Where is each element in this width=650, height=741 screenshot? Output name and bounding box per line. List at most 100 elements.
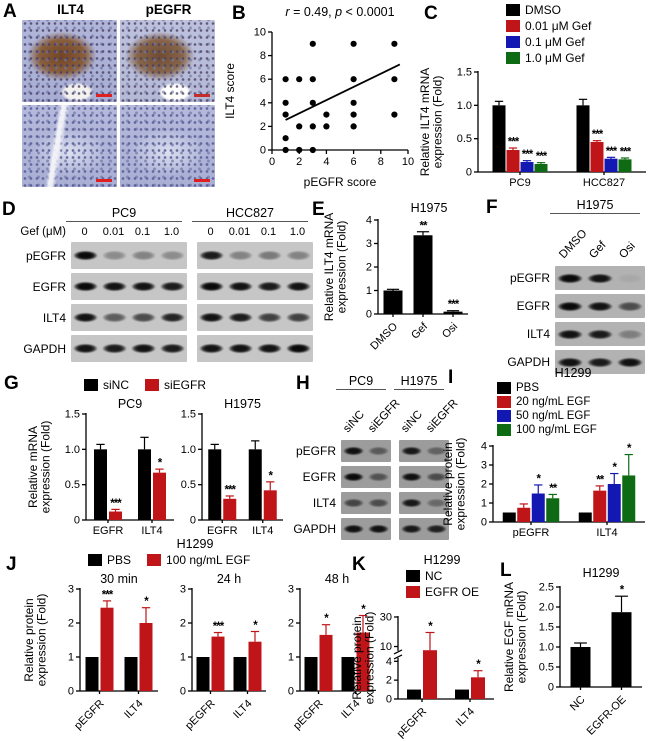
panel-e: E 0 1 2 3 4 Relative ILT4 mRNA expression (Fol… xyxy=(302,192,470,362)
svg-text:30: 30 xyxy=(380,612,392,624)
blot-protein-label: pEGFR xyxy=(25,248,66,263)
egf-48h-bar-chart: 0 1 2 3 48 h pEGFR * ILT4 * xyxy=(274,572,384,740)
svg-text:expression (Fold): expression (Fold) xyxy=(515,591,529,684)
legend-swatch xyxy=(147,554,162,566)
svg-text:Relative ILT4 mRNA: Relative ILT4 mRNA xyxy=(420,68,432,176)
blot-band xyxy=(199,313,224,322)
svg-text:3: 3 xyxy=(68,584,74,596)
svg-text:***: *** xyxy=(592,129,604,141)
svg-text:*: * xyxy=(324,613,329,625)
blot-lane-label: 1.0 xyxy=(163,226,180,238)
blot-protein-label: ILT4 xyxy=(312,496,336,510)
blot-band xyxy=(131,282,156,291)
scale-bar xyxy=(194,179,210,182)
blot-band xyxy=(426,525,447,533)
svg-text:0: 0 xyxy=(288,686,294,698)
egf-mrna-bar-chart: 0 0.5 1.0 1.5 2.0 2.5 Relative EGF mRNA express… xyxy=(502,565,650,740)
legend-item: PBS xyxy=(88,553,131,567)
legend-item: 0.1 μM Gef xyxy=(506,35,585,49)
blot-protein-label: EGFR xyxy=(516,299,550,313)
blot-band xyxy=(257,313,282,322)
svg-text:1.0: 1.0 xyxy=(457,100,472,112)
egfr-oe-protein-bar-chart: 0 2 4 10 30 Relative protein expression (Fold)… xyxy=(350,609,502,741)
blot-band xyxy=(426,447,447,455)
blot-membrane xyxy=(341,492,391,514)
legend-swatch xyxy=(84,379,98,391)
svg-text:***: *** xyxy=(448,299,460,311)
svg-text:EGFR-OE: EGFR-OE xyxy=(585,694,629,735)
svg-text:Relative mRNA: Relative mRNA xyxy=(28,426,40,508)
ihc-column-label-ilt4: ILT4 xyxy=(57,2,84,17)
svg-text:3: 3 xyxy=(481,460,487,472)
blot-band xyxy=(368,525,389,533)
blot-band xyxy=(368,499,389,507)
scale-bar xyxy=(194,94,210,97)
pc9-siegfr-bar-chart: 0 0.5 1.0 1.5 Relative mRNA expression (Fold)… xyxy=(26,396,178,543)
blot-membrane xyxy=(555,294,645,318)
svg-text:ILT4: ILT4 xyxy=(596,527,617,538)
svg-text:6: 6 xyxy=(351,156,357,168)
blot-membrane xyxy=(71,273,187,300)
blot-group-label: PC9 xyxy=(66,206,182,222)
svg-text:4: 4 xyxy=(323,156,329,168)
blot-band xyxy=(343,499,364,507)
panel-b-letter: B xyxy=(232,3,246,24)
svg-text:*: * xyxy=(476,659,481,671)
svg-text:**: ** xyxy=(420,220,428,232)
svg-text:0: 0 xyxy=(466,167,472,179)
blot-membrane xyxy=(555,350,645,374)
svg-text:Relative protein: Relative protein xyxy=(352,616,364,699)
svg-text:0: 0 xyxy=(68,686,74,698)
svg-text:expression (Fold): expression (Fold) xyxy=(363,612,377,705)
legend-swatch xyxy=(88,554,102,566)
svg-text:ILT4: ILT4 xyxy=(454,706,477,729)
blot-band xyxy=(557,357,583,367)
svg-text:2: 2 xyxy=(386,675,392,687)
svg-text:2.5: 2.5 xyxy=(539,582,554,594)
legend-item: DMSO xyxy=(506,3,561,17)
legend-label: 1.0 μM Gef xyxy=(525,51,585,65)
legend-label: DMSO xyxy=(525,3,561,17)
panel-a-letter: A xyxy=(3,1,17,22)
svg-text:pEGFR score: pEGFR score xyxy=(304,175,377,189)
svg-text:4: 4 xyxy=(481,441,487,453)
svg-text:expression (Fold): expression (Fold) xyxy=(431,76,445,169)
blot-band xyxy=(131,344,156,353)
blot-band xyxy=(617,357,643,367)
svg-text:2: 2 xyxy=(296,156,302,168)
blot-band xyxy=(228,344,253,353)
legend-item: EGFR OE xyxy=(406,585,479,599)
svg-text:8: 8 xyxy=(260,50,266,62)
ilt4-mrna-bar-chart: 0 0.5 1.0 1.5 Relative ILT4 mRNA expression (… xyxy=(418,64,650,195)
blot-band xyxy=(73,251,98,260)
svg-text:PC9: PC9 xyxy=(509,177,530,189)
svg-text:2: 2 xyxy=(68,618,74,630)
svg-text:ILT4 score: ILT4 score xyxy=(223,63,237,119)
legend-item: PBS xyxy=(497,382,539,394)
svg-text:0: 0 xyxy=(366,309,372,321)
blot-band xyxy=(617,301,643,311)
ihc-image-ilt4-positive xyxy=(22,20,117,102)
panel-c-letter: C xyxy=(424,3,438,24)
svg-text:2: 2 xyxy=(481,479,487,491)
svg-text:1.5: 1.5 xyxy=(539,622,554,634)
svg-text:3: 3 xyxy=(180,584,186,596)
svg-text:6: 6 xyxy=(260,74,266,86)
blot-membrane xyxy=(399,492,449,514)
blot-band xyxy=(73,313,98,322)
svg-text:***: *** xyxy=(225,484,237,496)
legend-swatch xyxy=(497,410,511,422)
blot-band xyxy=(286,282,311,291)
blot-band xyxy=(160,344,185,353)
panel-j-letter: J xyxy=(6,554,17,575)
svg-text:**: ** xyxy=(549,483,557,495)
legend-swatch xyxy=(406,586,420,598)
panel-e-letter: E xyxy=(312,199,325,220)
svg-text:pEGFR: pEGFR xyxy=(183,698,217,732)
panel-h: H PC9 H1975 siNC siEGFR siNC siEGFR pEGFR EGFR I… xyxy=(288,362,460,540)
svg-text:0.5: 0.5 xyxy=(65,479,80,491)
panel-c-legend: DMSO 0.01 μM Gef 0.1 μM Gef 1.0 μM Gef xyxy=(506,3,591,65)
legend-swatch xyxy=(506,36,520,48)
svg-text:10: 10 xyxy=(254,27,266,39)
h1975-siegfr-bar-chart: 0 0.5 1.0 1.5 H1975 EGFR *** ILT4 * xyxy=(172,396,287,543)
